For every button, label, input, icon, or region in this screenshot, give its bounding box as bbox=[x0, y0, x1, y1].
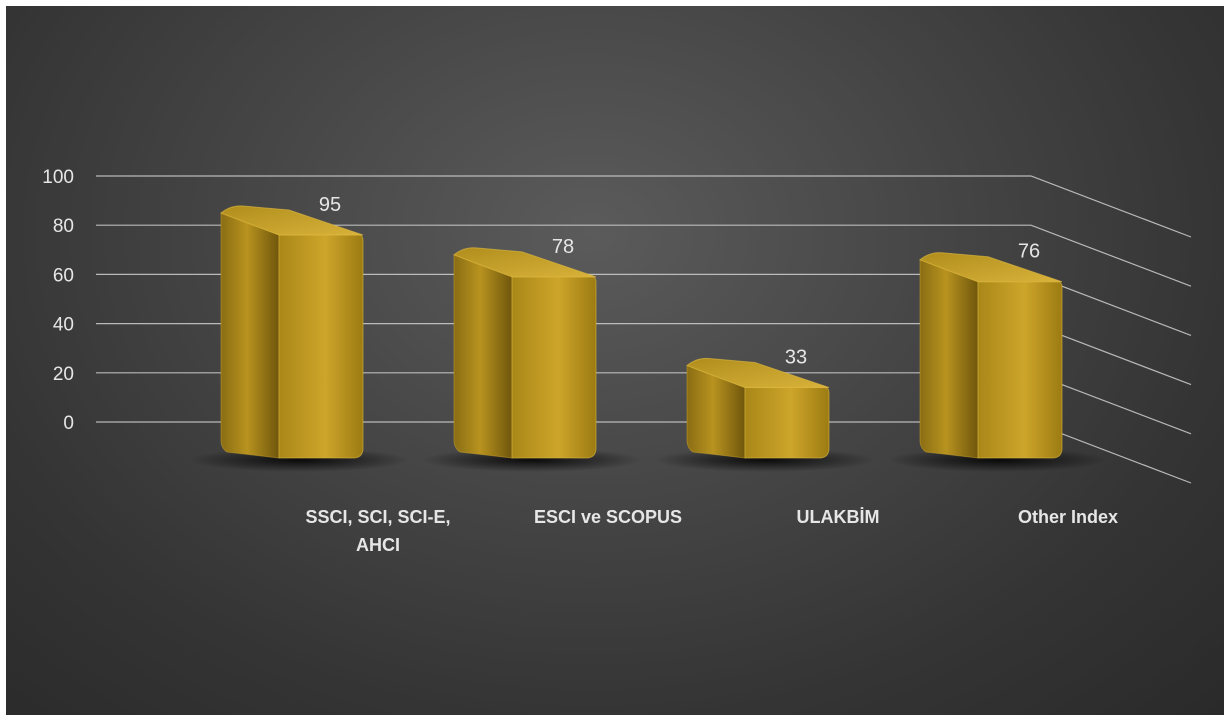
bar-face-left bbox=[919, 259, 979, 459]
bars bbox=[189, 205, 1108, 472]
bar-face-left bbox=[220, 212, 280, 459]
bar-face-left bbox=[453, 254, 513, 459]
bar-3 bbox=[655, 357, 875, 472]
bar-top bbox=[686, 357, 830, 389]
y-tick-label: 60 bbox=[53, 265, 74, 286]
bar-face-right bbox=[511, 276, 597, 459]
category-label: SSCI, SCI, SCI-E, AHCI bbox=[305, 507, 450, 555]
chart-frame: 0 20 40 60 80 100 95 78 33 76 SSCI, SCI, SCI-E, A… bbox=[6, 6, 1224, 715]
y-axis: 0 20 40 60 80 100 bbox=[42, 167, 74, 434]
bar-top bbox=[220, 205, 364, 236]
y-tick-label: 80 bbox=[53, 216, 74, 237]
y-tick-label: 40 bbox=[53, 315, 74, 336]
bar-face-right bbox=[278, 234, 364, 459]
data-labels: 95 78 33 76 bbox=[319, 194, 1040, 369]
gridline bbox=[96, 175, 1192, 238]
chart-svg: 0 20 40 60 80 100 95 78 33 76 SSCI, SCI, SCI-E, A… bbox=[42, 167, 1192, 555]
bar-face-right bbox=[744, 387, 830, 459]
category-labels: SSCI, SCI, SCI-E, AHCI ESCI ve SCOPUS ULAKB… bbox=[305, 507, 1118, 555]
gridline bbox=[96, 224, 1192, 287]
category-label: ESCI ve SCOPUS bbox=[534, 507, 682, 527]
data-label: 33 bbox=[785, 347, 807, 369]
data-label: 95 bbox=[319, 194, 341, 216]
bar-4 bbox=[888, 252, 1108, 472]
data-label: 76 bbox=[1018, 241, 1040, 263]
bar-1 bbox=[189, 205, 409, 472]
y-tick-label: 20 bbox=[53, 364, 74, 385]
category-label: ULAKBİM bbox=[797, 507, 880, 527]
category-label: Other Index bbox=[1018, 507, 1118, 527]
y-tick-label: 0 bbox=[63, 413, 74, 434]
bar-face-left bbox=[686, 364, 746, 459]
bar-top bbox=[919, 252, 1063, 283]
data-label: 78 bbox=[552, 236, 574, 258]
y-tick-label: 100 bbox=[42, 167, 74, 188]
bar-face-right bbox=[977, 281, 1063, 459]
bar-top bbox=[453, 247, 597, 278]
bar-2 bbox=[422, 247, 642, 472]
